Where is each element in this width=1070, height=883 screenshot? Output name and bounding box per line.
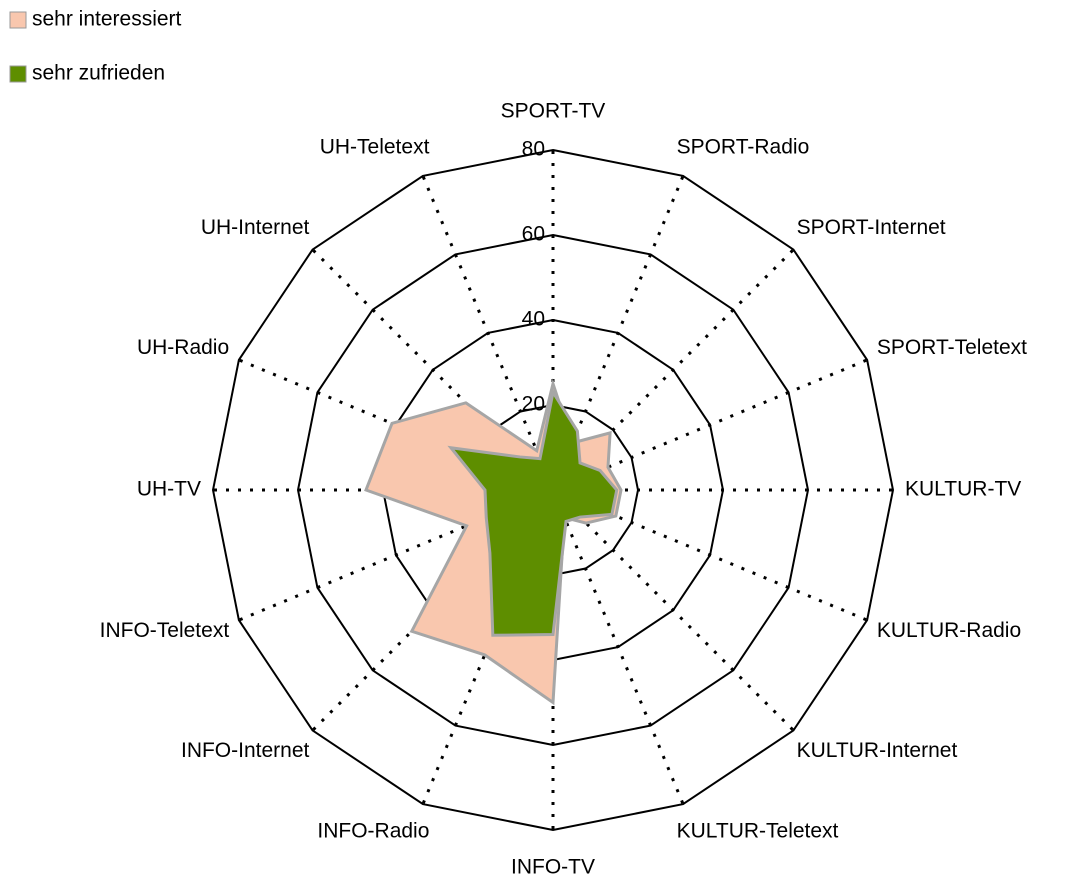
grid-ring (211, 148, 895, 832)
category-label: SPORT-Teletext (877, 336, 1027, 359)
category-label: KULTUR-Radio (877, 619, 1021, 642)
y-tick-label: 80 (522, 138, 545, 161)
category-label: INFO-TV (511, 856, 595, 878)
category-label: KULTUR-TV (905, 478, 1021, 501)
category-label: INFO-Radio (317, 819, 429, 842)
category-label: KULTUR-Internet (797, 739, 958, 762)
category-label: INFO-Internet (181, 739, 310, 762)
y-tick-label: 20 (522, 393, 545, 416)
category-label: UH-Radio (137, 336, 229, 359)
legend-label: sehr interessiert (32, 8, 182, 31)
legend-swatch (9, 11, 27, 29)
series-area (447, 388, 619, 637)
y-tick-label: 40 (522, 308, 545, 331)
legend-swatch (9, 65, 27, 83)
category-label: UH-Internet (201, 216, 310, 239)
category-label: SPORT-Radio (677, 136, 810, 159)
category-label: INFO-Teletext (100, 619, 230, 642)
grid-ring (296, 233, 810, 747)
legend-label: sehr zufrieden (32, 62, 165, 85)
category-label: SPORT-Internet (797, 216, 946, 239)
category-label: KULTUR-Teletext (677, 819, 839, 842)
y-tick-label: 60 (522, 223, 545, 246)
category-label: UH-TV (137, 478, 201, 501)
category-label: SPORT-TV (501, 100, 606, 123)
category-label: UH-Teletext (320, 136, 430, 159)
